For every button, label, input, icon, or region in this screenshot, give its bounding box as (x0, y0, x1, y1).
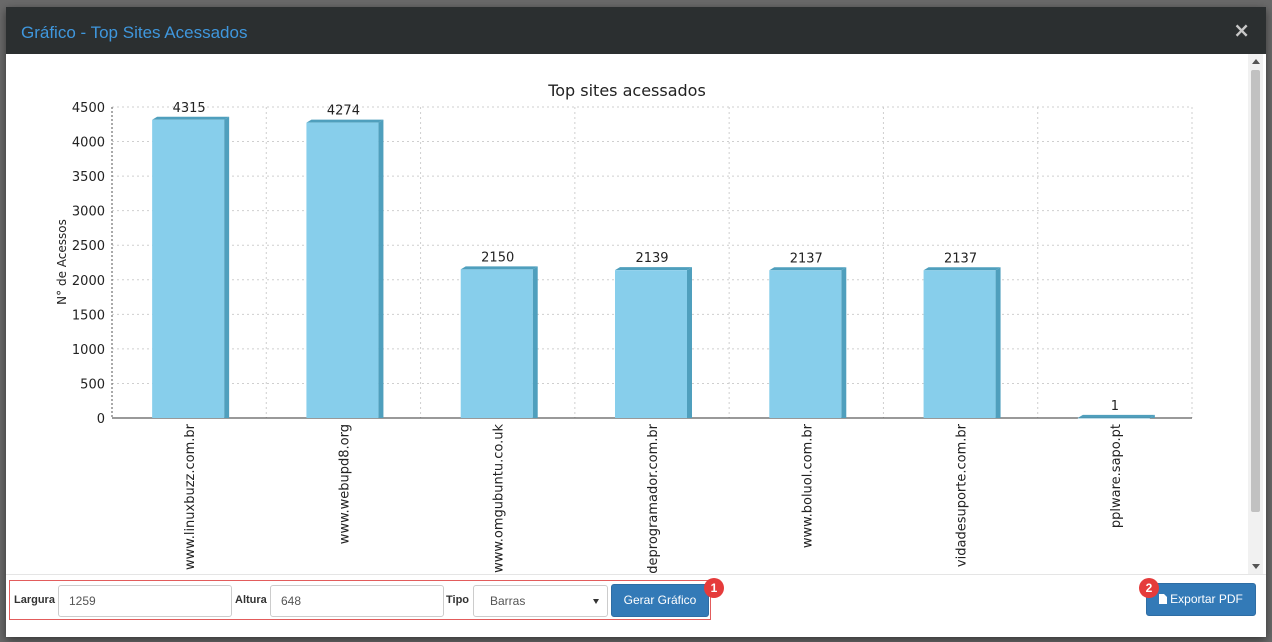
type-select-value: Barras (490, 594, 526, 608)
y-tick-label: 0 (97, 412, 105, 427)
bar-top (1077, 414, 1155, 418)
bar-side (378, 119, 384, 418)
file-icon (1159, 594, 1168, 604)
bar (152, 119, 225, 418)
modal-body: Top sites acessados N° de Acessos 0 500 10… (6, 54, 1266, 574)
bar-value-label: 2137 (790, 251, 823, 266)
x-tick-label: pplware.sapo.pt (1109, 424, 1124, 528)
bar-value-label: 2137 (944, 251, 977, 266)
bar-side (687, 267, 692, 418)
bar-side (1149, 414, 1155, 418)
scroll-thumb[interactable] (1251, 70, 1260, 512)
type-select[interactable]: Barras (473, 585, 608, 617)
bar (769, 270, 842, 418)
chart-controls: Largura 1259 Altura 648 Tipo Barras Gera… (9, 580, 711, 620)
generate-badge: 1 (704, 578, 724, 598)
bar-top (615, 267, 692, 271)
bar (615, 270, 687, 418)
y-tick-label: 2500 (72, 239, 105, 254)
y-tick-label: 500 (80, 377, 105, 392)
bar-value-label: 2150 (481, 250, 514, 265)
y-tick-label: 4500 (72, 101, 105, 116)
modal-title: Gráfico - Top Sites Acessados (21, 23, 248, 42)
bar-side (532, 266, 538, 418)
bar-top (923, 267, 1001, 271)
y-tick-label: 4000 (72, 136, 105, 151)
y-tick-label: 1500 (72, 308, 105, 323)
bar-side (841, 267, 847, 418)
export-pdf-button[interactable]: Exportar PDF (1146, 583, 1256, 616)
y-tick-label: 2000 (72, 274, 105, 289)
bar-top (460, 266, 538, 270)
y-axis-label: N° de Acessos (55, 219, 69, 305)
scroll-up-icon[interactable] (1252, 59, 1260, 64)
width-label: Largura (14, 594, 55, 606)
x-tick-label: www.omgubuntu.co.uk (492, 424, 507, 573)
bar-top (306, 119, 384, 123)
bar-chart: Top sites acessados N° de Acessos 0 500 10… (55, 81, 1193, 574)
type-label: Tipo (446, 594, 470, 606)
x-tick-label: www.boluol.com.br (800, 423, 815, 548)
modal-footer: Largura 1259 Altura 648 Tipo Barras Gera… (6, 574, 1266, 638)
bar-value-label: 4274 (327, 104, 360, 119)
y-tick-label: 1000 (72, 343, 105, 358)
bar-value-label: 1 (1111, 399, 1119, 414)
height-input[interactable]: 648 (270, 585, 444, 617)
x-tick-label: www.vidadeprogramador.com.br (646, 423, 661, 574)
height-label: Altura (235, 594, 267, 606)
chart-title: Top sites acessados (547, 81, 706, 100)
bar-top (152, 116, 230, 120)
export-pdf-label: Exportar PDF (1170, 592, 1243, 606)
bar-value-label: 4315 (173, 101, 206, 116)
export-badge: 2 (1139, 578, 1159, 598)
chart-bars (152, 116, 1155, 419)
bar-value-label: 2139 (635, 251, 668, 266)
bar-side (995, 267, 1001, 418)
x-tick-label: www.webupd8.org (337, 424, 352, 544)
bar (923, 270, 996, 418)
width-input[interactable]: 1259 (58, 585, 232, 617)
scroll-down-icon[interactable] (1252, 564, 1260, 569)
bar (306, 122, 379, 418)
bar (1077, 417, 1150, 419)
chart-modal: Gráfico - Top Sites Acessados × Top site… (6, 7, 1266, 637)
x-tick-label: www.linuxbuzz.com.br (183, 423, 198, 570)
modal-scrollbar[interactable] (1248, 54, 1263, 574)
y-tick-label: 3000 (72, 205, 105, 220)
bar-side (224, 116, 230, 418)
bar-top (769, 267, 847, 271)
y-tick-label: 3500 (72, 170, 105, 185)
generate-chart-button[interactable]: Gerar Gráfico (611, 584, 709, 617)
chevron-down-icon (593, 599, 599, 604)
chart-labels: 0 500 1000 1500 2000 2500 3000 3500 4000 4500 4315… (72, 101, 1124, 574)
close-icon[interactable]: × (1233, 18, 1250, 42)
bar (460, 269, 533, 418)
x-tick-label: vidadesuporte.com.br (955, 423, 970, 567)
modal-header: Gráfico - Top Sites Acessados × (6, 7, 1266, 54)
